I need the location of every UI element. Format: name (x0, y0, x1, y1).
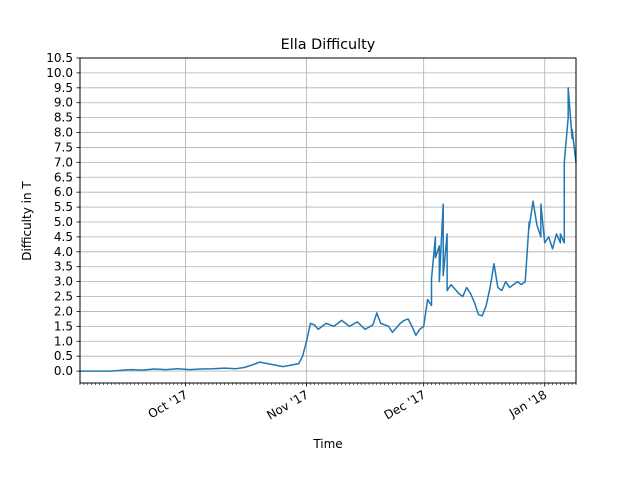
y-tick-label: 9.0 (54, 96, 73, 110)
y-tick-label: 5.0 (54, 215, 73, 229)
y-tick-label: 7.0 (54, 155, 73, 169)
y-tick-label: 8.5 (54, 111, 73, 125)
y-tick-label: 0.5 (54, 349, 73, 363)
y-axis: 0.00.51.01.52.02.53.03.54.04.55.05.56.06… (46, 51, 80, 378)
series-layer (79, 87, 577, 372)
y-tick-label: 3.0 (54, 275, 73, 289)
y-tick-label: 4.0 (54, 245, 73, 259)
y-tick-label: 7.5 (54, 140, 73, 154)
y-tick-label: 3.5 (54, 260, 73, 274)
y-tick-label: 4.5 (54, 230, 73, 244)
chart-title: Ella Difficulty (281, 37, 376, 53)
y-tick-label: 5.5 (54, 200, 73, 214)
y-tick-label: 0.0 (54, 364, 73, 378)
difficulty-series-line (79, 87, 577, 372)
y-tick-label: 10.0 (46, 66, 73, 80)
x-axis-title: Time (312, 437, 342, 451)
y-tick-label: 8.0 (54, 126, 73, 140)
y-tick-label: 2.5 (54, 290, 73, 304)
y-axis-title: Difficulty in T (20, 181, 34, 261)
y-tick-label: 6.0 (54, 185, 73, 199)
y-tick-label: 2.0 (54, 304, 73, 318)
y-tick-label: 6.5 (54, 170, 73, 184)
y-tick-label: 1.0 (54, 334, 73, 348)
y-tick-label: 1.5 (54, 319, 73, 333)
plot-frame (79, 57, 577, 384)
y-tick-label: 9.5 (54, 81, 73, 95)
y-tick-label: 10.5 (46, 51, 73, 65)
